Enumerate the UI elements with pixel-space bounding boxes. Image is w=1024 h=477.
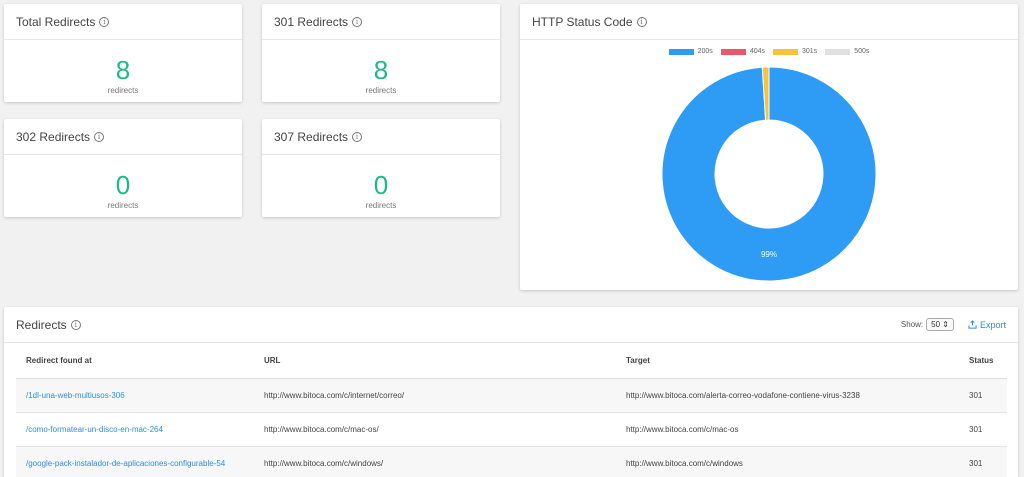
column-header[interactable]: Status xyxy=(959,343,1007,379)
table-row: /google-pack-instalador-de-aplicaciones-… xyxy=(16,446,1007,477)
status-cell: 301 xyxy=(959,412,1007,447)
page-size-value: 50 xyxy=(931,320,941,329)
export-icon xyxy=(968,320,977,329)
info-icon[interactable]: i xyxy=(636,16,647,27)
redirect-count: 0 xyxy=(115,170,131,200)
card-title: Redirects xyxy=(16,317,67,332)
target-cell: http://www.bitoca.com/alerta-correo-voda… xyxy=(616,378,959,413)
legend-swatch xyxy=(720,48,746,55)
slice-200s[interactable] xyxy=(661,66,877,282)
legend-swatch xyxy=(668,48,694,55)
redirect-source-link[interactable]: /1dl-una-web-multiusos-306 xyxy=(16,378,254,413)
page-size-select[interactable]: 50 ⇕ xyxy=(926,318,954,331)
url-cell: http://www.bitoca.com/c/mac-os/ xyxy=(254,412,616,447)
redirect-count: 8 xyxy=(115,55,131,85)
legend-item-200s[interactable]: 200s xyxy=(668,48,713,55)
export-button[interactable]: Export xyxy=(968,320,1006,330)
card-title: Total Redirects xyxy=(16,14,96,29)
updown-arrow-icon: ⇕ xyxy=(942,320,949,329)
table-row: /como-formatear-un-disco-en-mac-264 http… xyxy=(16,412,1007,447)
card-title: 307 Redirects xyxy=(274,129,349,144)
column-header[interactable]: Target xyxy=(616,343,959,379)
legend-item-301s[interactable]: 301s xyxy=(773,48,817,55)
legend-item-404s[interactable]: 404s xyxy=(720,48,765,55)
target-cell: http://www.bitoca.com/c/mac-os xyxy=(616,412,959,447)
info-icon[interactable]: i xyxy=(99,16,110,27)
total-redirects-card: Total Redirects i 8 redirects xyxy=(4,4,242,102)
302-redirects-card: 302 Redirects i 0 redirects xyxy=(4,119,242,217)
info-icon[interactable]: i xyxy=(94,131,105,142)
export-label: Export xyxy=(979,319,1006,330)
redirects-table-card: Redirects i Show: 50 ⇕ Export Redirect f… xyxy=(4,307,1018,477)
redirect-source-link[interactable]: /como-formatear-un-disco-en-mac-264 xyxy=(16,412,254,447)
301-redirects-card: 301 Redirects i 8 redirects xyxy=(262,4,500,102)
redirects-table: Redirect found at URL Target Status /1dl… xyxy=(16,343,1007,477)
card-header: 301 Redirects i xyxy=(262,4,500,40)
legend-label: 301s xyxy=(802,48,818,55)
card-header: HTTP Status Code i xyxy=(520,4,1018,40)
card-title: 301 Redirects xyxy=(274,14,349,29)
card-header: 302 Redirects i xyxy=(4,119,242,155)
card-title: HTTP Status Code xyxy=(532,14,633,29)
column-header[interactable]: URL xyxy=(254,343,616,379)
legend-label: 404s xyxy=(749,48,765,55)
card-title: 302 Redirects xyxy=(16,129,91,144)
redirect-unit: redirects xyxy=(107,201,139,210)
chart-legend: 200s 404s 301s 500s xyxy=(520,40,1018,55)
table-header-row: Redirect found at URL Target Status xyxy=(16,343,1007,379)
card-header: 307 Redirects i xyxy=(262,119,500,155)
redirect-count: 0 xyxy=(373,170,389,200)
legend-swatch xyxy=(773,48,798,55)
target-cell: http://www.bitoca.com/c/windows xyxy=(616,446,959,477)
donut-chart: 99% xyxy=(661,66,877,282)
info-icon[interactable]: i xyxy=(70,319,81,330)
slice-301s[interactable] xyxy=(761,66,770,121)
redirect-unit: redirects xyxy=(365,86,397,95)
url-cell: http://www.bitoca.com/c/windows/ xyxy=(254,446,616,477)
url-cell: http://www.bitoca.com/c/internet/correo/ xyxy=(254,378,616,413)
legend-label: 500s xyxy=(854,48,870,55)
card-header: Total Redirects i xyxy=(4,4,242,40)
legend-item-500s[interactable]: 500s xyxy=(825,48,869,55)
legend-label: 200s xyxy=(697,48,713,55)
redirect-unit: redirects xyxy=(365,201,397,210)
table-toolbar: Show: 50 ⇕ Export xyxy=(901,318,1006,331)
table-row: /1dl-una-web-multiusos-306 http://www.bi… xyxy=(16,378,1007,413)
legend-swatch xyxy=(825,48,851,55)
column-header[interactable]: Redirect found at xyxy=(16,343,254,379)
info-icon[interactable]: i xyxy=(352,131,363,142)
redirect-count: 8 xyxy=(373,55,389,85)
status-cell: 301 xyxy=(959,378,1007,413)
slice-data-label: 99% xyxy=(761,250,777,259)
redirect-unit: redirects xyxy=(107,86,139,95)
307-redirects-card: 307 Redirects i 0 redirects xyxy=(262,119,500,217)
card-header: Redirects i xyxy=(4,307,1018,343)
redirect-source-link[interactable]: /google-pack-instalador-de-aplicaciones-… xyxy=(16,446,254,477)
status-cell: 301 xyxy=(959,446,1007,477)
show-label: Show: xyxy=(900,320,924,329)
http-status-card: HTTP Status Code i 200s 404s 301s 500s 9… xyxy=(520,4,1018,290)
info-icon[interactable]: i xyxy=(352,16,363,27)
